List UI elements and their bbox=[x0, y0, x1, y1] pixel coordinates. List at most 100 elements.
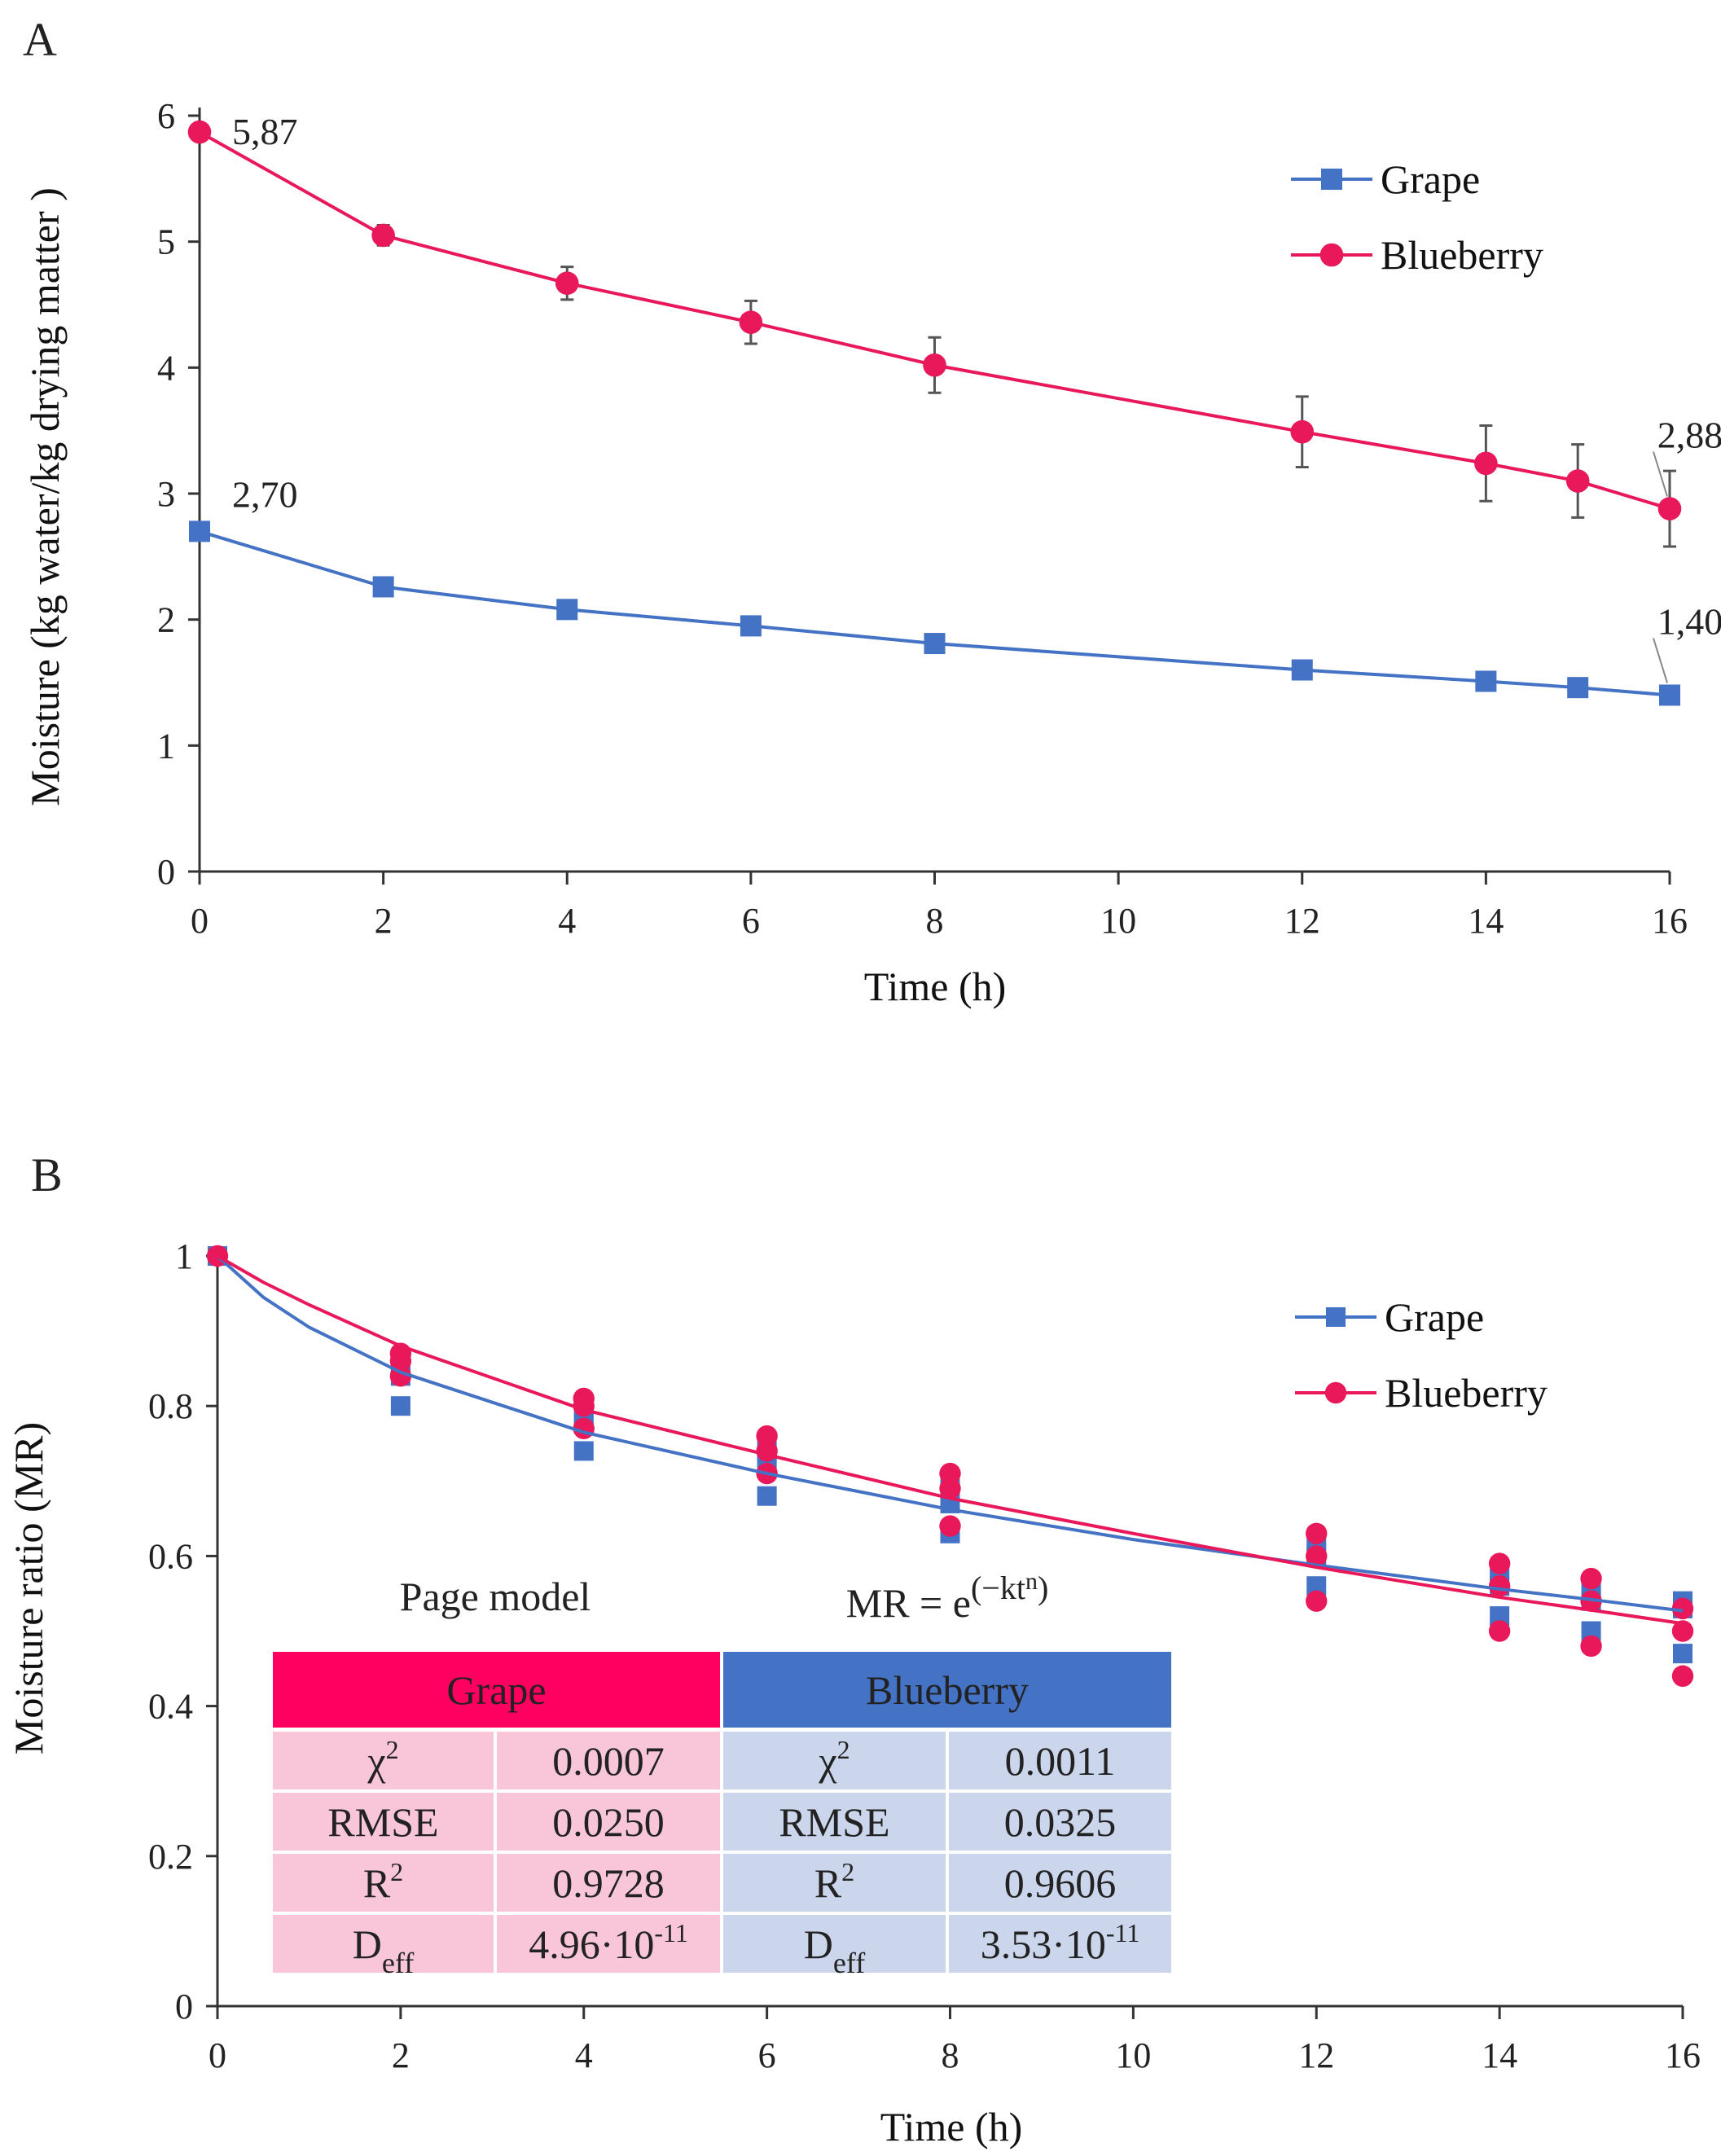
value-text: 0.9606 bbox=[1004, 1860, 1117, 1906]
table-cell-value bbox=[497, 1793, 720, 1851]
value-text: 0.0007 bbox=[552, 1738, 665, 1784]
x-tick-label: 8 bbox=[942, 2035, 959, 2075]
table-value-grape: 4.96·10-11 bbox=[529, 1918, 688, 1967]
legend-blueberry-label: Blueberry bbox=[1385, 1370, 1548, 1416]
table-cell-value bbox=[497, 1915, 720, 1973]
param-sup: 2 bbox=[386, 1735, 399, 1764]
blueberry-point bbox=[1306, 1545, 1328, 1567]
blueberry-point bbox=[1488, 1575, 1511, 1597]
blueberry-point bbox=[1671, 1620, 1694, 1642]
table-cell-value bbox=[497, 1732, 720, 1789]
y-tick-label: 0.2 bbox=[148, 1837, 193, 1877]
param-sub: eff bbox=[382, 1947, 414, 1979]
panel-label-a: A bbox=[23, 13, 57, 66]
blueberry-point bbox=[1488, 1552, 1511, 1574]
table-param-grape: Deff bbox=[353, 1921, 414, 1979]
table-header-blueberry-label: Blueberry bbox=[866, 1667, 1029, 1713]
x-tick-label: 10 bbox=[1100, 901, 1136, 941]
table-cell-value bbox=[949, 1732, 1171, 1789]
grape-point bbox=[573, 1441, 594, 1461]
blueberry-point bbox=[939, 1462, 961, 1485]
data-label-leader bbox=[1653, 638, 1668, 683]
blueberry-point bbox=[939, 1478, 961, 1500]
x-tick-label: 14 bbox=[1468, 901, 1504, 941]
blueberry-point bbox=[1306, 1590, 1328, 1612]
grape-point bbox=[740, 615, 762, 637]
table-cell-param bbox=[273, 1793, 494, 1851]
chart-a-xlabel: Time (h) bbox=[864, 964, 1007, 1009]
x-tick-label: 14 bbox=[1482, 2035, 1517, 2075]
table-cell-value bbox=[497, 1854, 720, 1912]
blueberry-point bbox=[756, 1425, 778, 1447]
table-param-blueberry: χ2 bbox=[818, 1735, 850, 1784]
grape-point bbox=[757, 1486, 777, 1506]
grape-point bbox=[924, 633, 946, 655]
table-header-grape bbox=[273, 1652, 720, 1728]
table-param-grape: χ2 bbox=[367, 1735, 398, 1784]
y-tick-label: 4 bbox=[157, 348, 175, 388]
legend-blueberry-marker bbox=[1324, 1381, 1347, 1404]
legend-grape-marker bbox=[1321, 169, 1342, 190]
chart-a: 0 2 4 6 8 10 12 14 160123456GrapeBlueberry5,872,… bbox=[157, 96, 1721, 941]
table-cell-value bbox=[949, 1854, 1171, 1912]
y-tick-label: 0 bbox=[157, 852, 175, 892]
table-cell-value bbox=[949, 1915, 1171, 1973]
param-sup: 2 bbox=[837, 1735, 850, 1764]
blueberry-fit-curve bbox=[217, 1254, 1684, 1626]
y-tick-label: 0.6 bbox=[148, 1536, 193, 1576]
blueberry-point bbox=[1671, 1665, 1694, 1687]
grape-point bbox=[1567, 677, 1589, 699]
legend-blueberry-label: Blueberry bbox=[1381, 232, 1543, 278]
table-header-grape-label: Grape bbox=[446, 1667, 546, 1713]
legend-grape-label: Grape bbox=[1385, 1294, 1484, 1340]
y-tick-label: 0.8 bbox=[148, 1386, 193, 1426]
x-tick-label: 8 bbox=[926, 901, 944, 941]
x-tick-label: 6 bbox=[742, 901, 760, 941]
table-param-blueberry: Deff bbox=[804, 1921, 865, 1979]
x-tick-label: 12 bbox=[1284, 901, 1320, 941]
grape-line bbox=[199, 529, 1671, 697]
param-name: RMSE bbox=[327, 1799, 438, 1845]
table-value-blueberry: 3.53·10-11 bbox=[981, 1918, 1140, 1967]
value-text: 0.9728 bbox=[552, 1860, 665, 1906]
blueberry-point bbox=[739, 310, 763, 334]
legend-grape-marker bbox=[1326, 1307, 1346, 1327]
x-tick-label: 2 bbox=[392, 2035, 410, 2075]
table-cell-param bbox=[273, 1732, 494, 1789]
grape-point bbox=[556, 599, 578, 621]
y-tick-label: 3 bbox=[157, 474, 175, 514]
table-value-blueberry: 0.0325 bbox=[1004, 1799, 1117, 1845]
table-cell-value bbox=[949, 1793, 1171, 1851]
blueberry-point bbox=[1671, 1597, 1694, 1620]
data-label-leader bbox=[1653, 451, 1668, 497]
blueberry-point bbox=[573, 1387, 595, 1410]
y-tick-label: 0 bbox=[175, 1987, 193, 2026]
blueberry-point bbox=[1474, 451, 1498, 476]
x-tick-label: 4 bbox=[575, 2035, 593, 2075]
table-value-blueberry: 0.0011 bbox=[1005, 1738, 1116, 1784]
y-tick-label: 5 bbox=[157, 222, 175, 262]
table-title-row bbox=[271, 1552, 1173, 1649]
value-text: 4.96·10 bbox=[529, 1921, 654, 1967]
table-title: Page model bbox=[400, 1574, 591, 1619]
table-cell-param bbox=[273, 1854, 494, 1912]
grape-point bbox=[390, 1396, 410, 1416]
table-param-grape: R2 bbox=[363, 1857, 403, 1906]
table-cell-param bbox=[723, 1732, 946, 1789]
y-tick-label: 2 bbox=[157, 600, 175, 640]
table-value-grape: 0.9728 bbox=[552, 1860, 665, 1906]
value-text: 0.0325 bbox=[1004, 1799, 1117, 1845]
param-name: χ bbox=[818, 1738, 836, 1784]
blueberry-point bbox=[1580, 1567, 1602, 1590]
legend-grape-label: Grape bbox=[1381, 156, 1480, 202]
param-name: R bbox=[363, 1860, 391, 1906]
param-sup: 2 bbox=[390, 1857, 403, 1886]
table-param-blueberry: RMSE bbox=[779, 1799, 889, 1845]
grape-point bbox=[372, 576, 394, 598]
data-label: 2,70 bbox=[232, 473, 298, 515]
legend-blueberry-marker bbox=[1319, 243, 1344, 267]
blueberry-point bbox=[939, 1515, 961, 1537]
panel-label-b: B bbox=[31, 1148, 63, 1201]
blueberry-point bbox=[1290, 419, 1315, 444]
